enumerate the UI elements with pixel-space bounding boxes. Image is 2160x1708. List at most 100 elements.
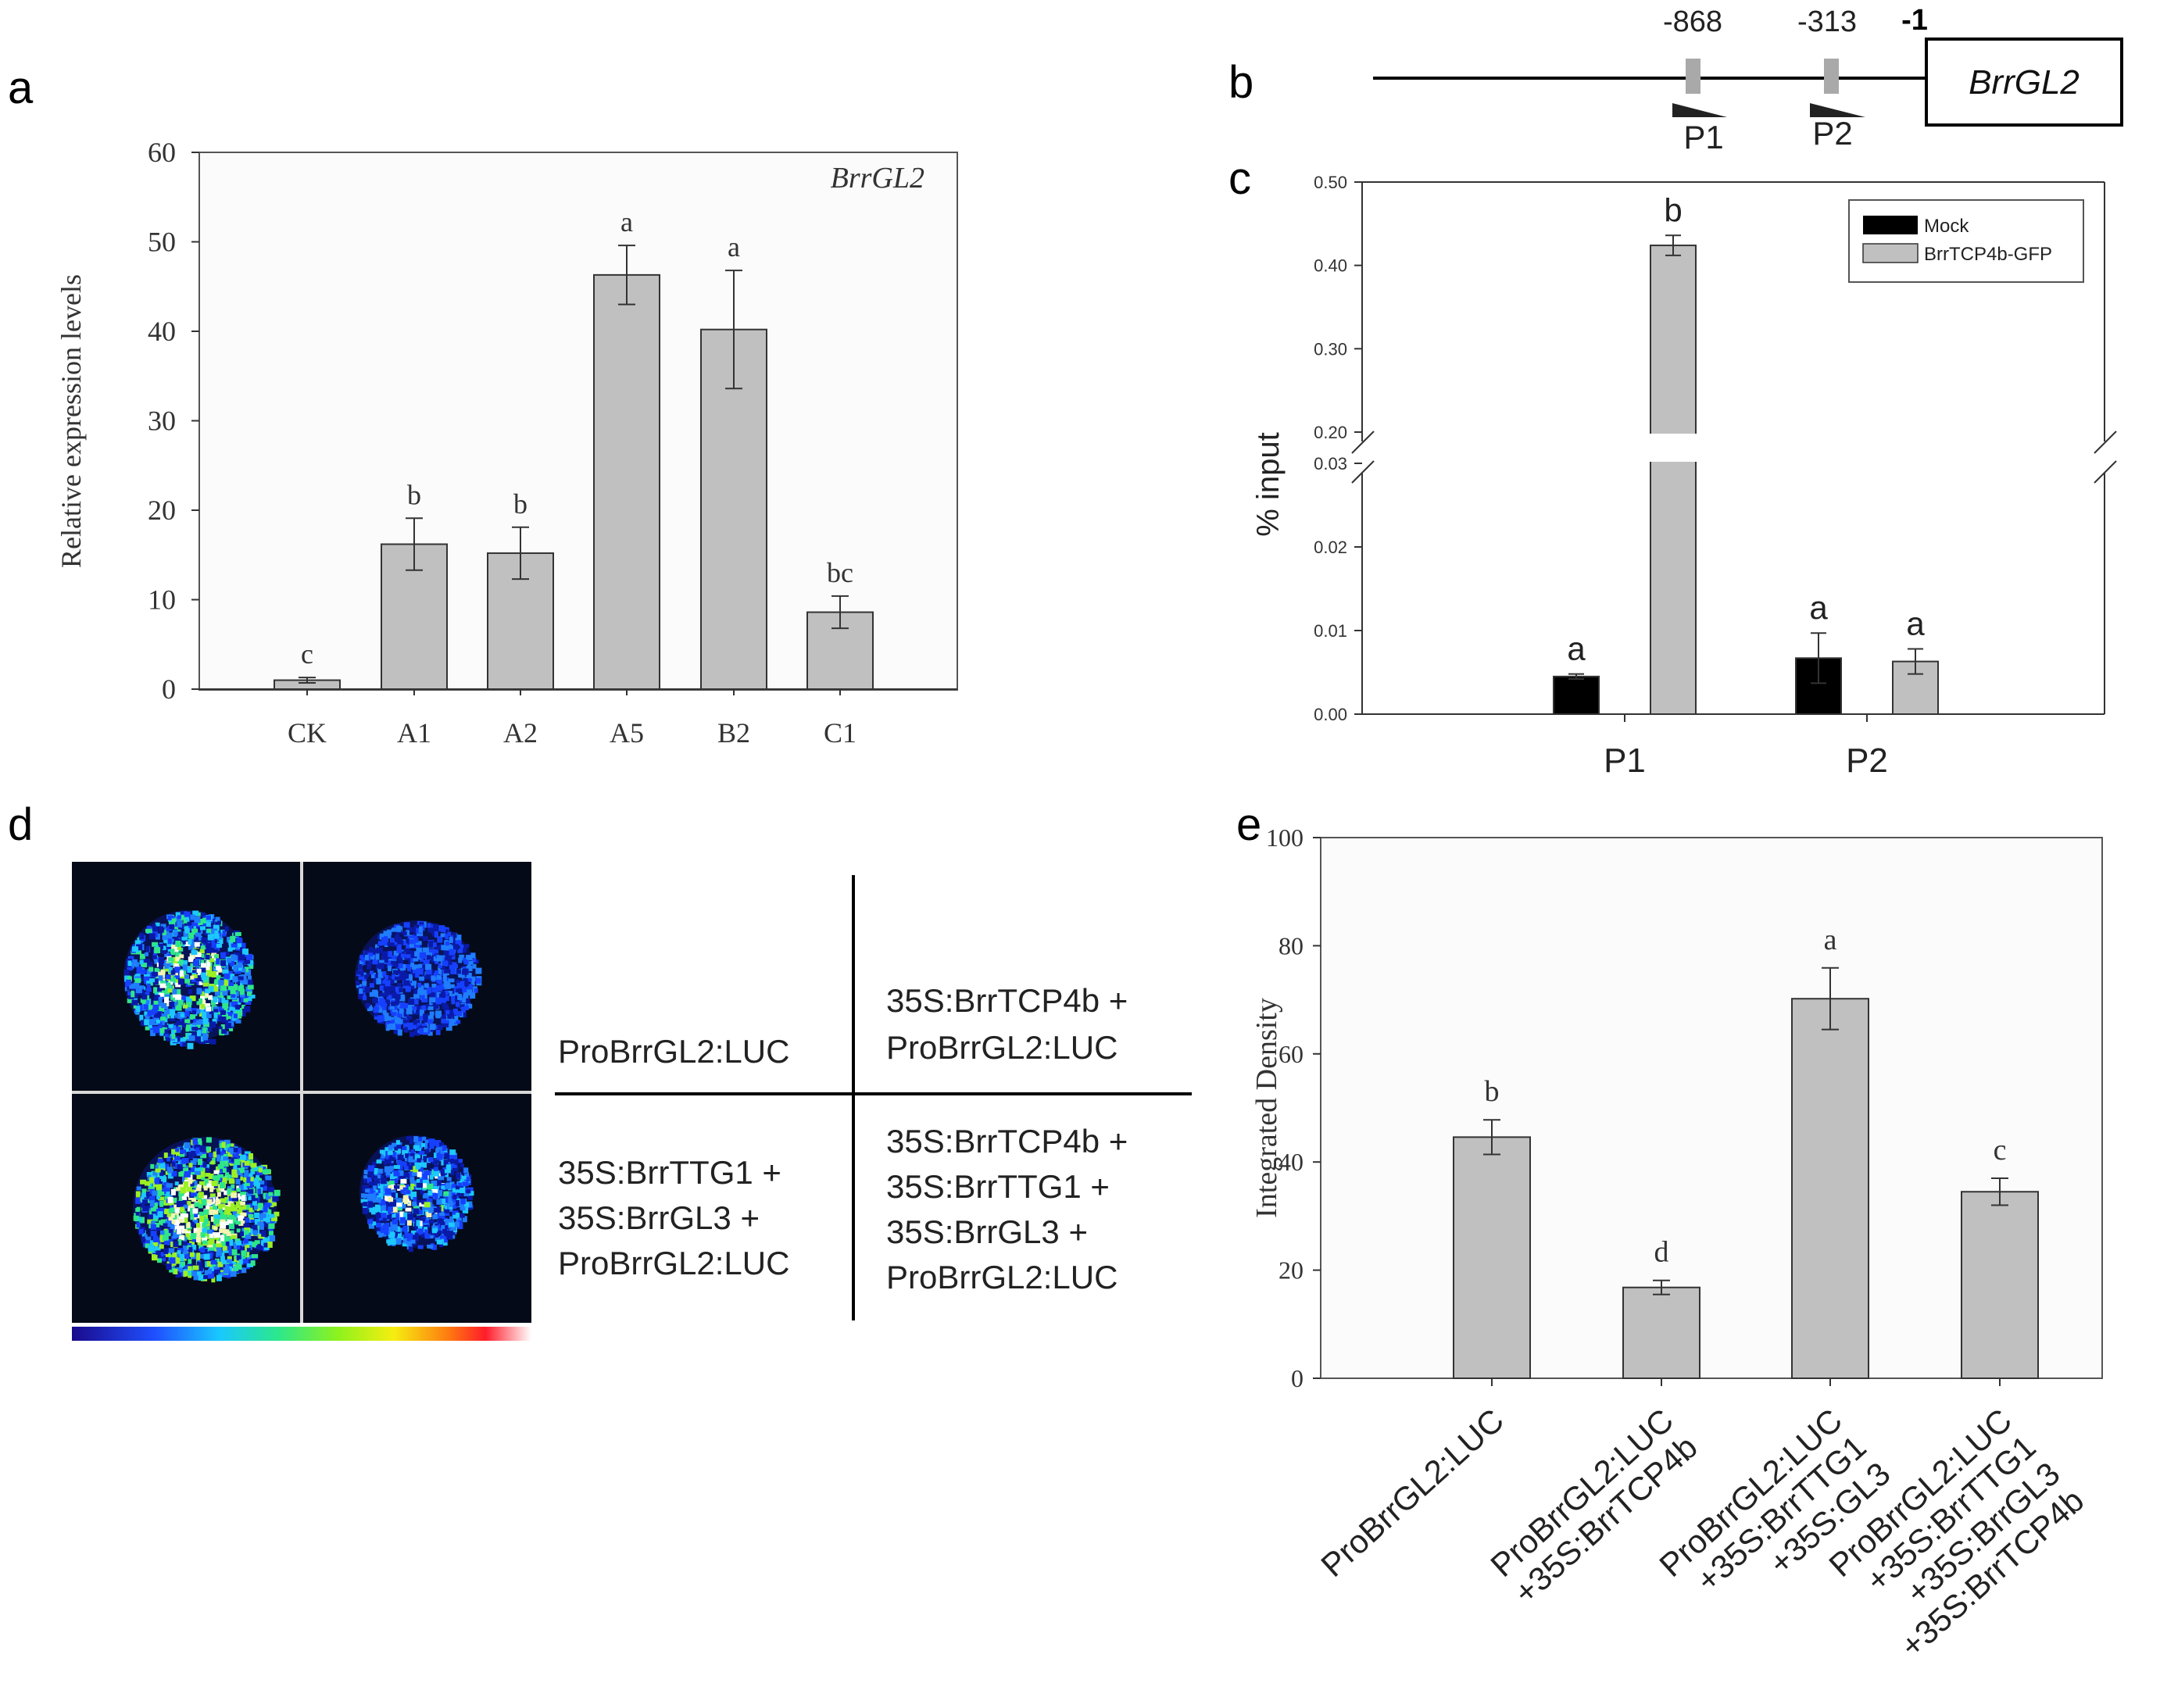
luc-signal-pixel <box>168 1024 173 1028</box>
luc-signal-pixel <box>231 993 236 998</box>
luc-signal-pixel <box>369 946 374 953</box>
luc-signal-pixel <box>417 1141 421 1148</box>
luc-signal-pixel <box>231 1192 238 1199</box>
luc-signal-pixel <box>227 986 234 990</box>
luc-signal-pixel <box>437 1024 443 1031</box>
luc-signal-pixel <box>224 1190 228 1195</box>
luc-signal-pixel <box>452 944 459 951</box>
luc-signal-pixel <box>412 1006 417 1010</box>
luc-signal-pixel <box>173 1232 180 1238</box>
luc-signal-pixel <box>429 1174 434 1180</box>
luc-signal-pixel <box>459 954 464 959</box>
luc-signal-pixel <box>213 981 220 985</box>
luc-signal-pixel <box>188 1152 195 1159</box>
luc-signal-pixel <box>405 986 411 992</box>
bar <box>1961 1191 2039 1380</box>
luc-signal-pixel <box>398 1232 402 1239</box>
luc-signal-pixel <box>395 1140 400 1145</box>
luc-signal-pixel <box>192 910 199 917</box>
gene-box <box>1925 38 2123 127</box>
luc-signal-pixel <box>406 1220 412 1226</box>
luc-signal-pixel <box>146 981 151 986</box>
luc-signal-pixel <box>245 967 249 973</box>
luc-signal-pixel <box>419 1217 426 1222</box>
luc-signal-pixel <box>252 1200 257 1206</box>
luc-signal-pixel <box>152 1235 159 1241</box>
luc-signal-pixel <box>171 1219 176 1224</box>
luc-signal-pixel <box>267 1218 274 1224</box>
luc-signal-pixel <box>229 1239 234 1246</box>
luc-signal-pixel <box>180 1013 184 1017</box>
luc-signal-pixel <box>406 975 413 981</box>
luc-signal-pixel <box>215 965 221 970</box>
luc-signal-pixel <box>186 1024 193 1031</box>
luc-signal-pixel <box>200 1232 206 1238</box>
luc-signal-pixel <box>177 1013 184 1019</box>
luc-signal-pixel <box>425 970 432 975</box>
luc-signal-pixel <box>381 999 388 1006</box>
luc-signal-pixel <box>233 1007 240 1014</box>
luc-signal-pixel <box>230 1143 234 1148</box>
luc-signal-pixel <box>194 1145 201 1149</box>
luc-signal-pixel <box>195 1186 202 1192</box>
luc-signal-pixel <box>188 1179 193 1185</box>
luc-signal-pixel <box>235 1204 241 1209</box>
luc-signal-pixel <box>153 987 158 994</box>
luc-signal-pixel <box>398 1142 402 1146</box>
luc-signal-pixel <box>223 1156 229 1161</box>
luc-signal-pixel <box>407 1200 412 1206</box>
luc-signal-pixel <box>405 938 409 944</box>
luc-signal-pixel <box>427 923 431 928</box>
luc-signal-pixel <box>254 1213 260 1218</box>
luc-signal-pixel <box>380 1174 384 1179</box>
luc-signal-pixel <box>452 1214 459 1219</box>
luc-signal-pixel <box>361 1193 365 1199</box>
panel-a-chart: BrrGL2 Relative expression levels 010203… <box>55 137 958 749</box>
luc-signal-pixel <box>268 1196 273 1203</box>
luc-signal-pixel <box>413 1156 420 1160</box>
luc-signal-pixel <box>188 989 192 995</box>
luc-signal-pixel <box>205 1173 211 1177</box>
luc-signal-pixel <box>184 911 191 917</box>
luc-signal-pixel <box>417 931 424 937</box>
luc-signal-pixel <box>212 1018 217 1024</box>
luc-signal-pixel <box>209 986 215 992</box>
luc-signal-pixel <box>427 1006 434 1010</box>
luc-signal-pixel <box>159 1244 164 1249</box>
luc-signal-pixel <box>163 1214 168 1219</box>
luc-signal-pixel <box>196 912 202 917</box>
luc-signal-pixel <box>220 952 226 959</box>
luc-signal-pixel <box>436 975 442 980</box>
luc-signal-pixel <box>145 945 150 952</box>
luc-signal-pixel <box>463 992 469 999</box>
position-1-label: -1 <box>1901 4 1928 37</box>
luc-signal-pixel <box>224 1206 231 1211</box>
luc-signal-pixel <box>462 1181 469 1187</box>
luc-signal-pixel <box>371 1210 377 1215</box>
luc-signal-pixel <box>160 1252 165 1257</box>
luc-signal-pixel <box>392 1024 398 1031</box>
luc-signal-pixel <box>440 1235 445 1239</box>
luc-signal-pixel <box>237 943 242 948</box>
luc-signal-pixel <box>402 1148 409 1155</box>
luc-signal-pixel <box>191 974 198 978</box>
luc-signal-pixel <box>186 1221 191 1228</box>
luc-signal-pixel <box>159 983 166 988</box>
luc-signal-pixel <box>395 934 400 939</box>
luc-signal-pixel <box>173 1269 178 1274</box>
luc-signal-pixel <box>149 1177 154 1184</box>
luc-signal-pixel <box>467 962 471 969</box>
luc-signal-pixel <box>169 921 176 926</box>
luc-signal-pixel <box>245 1217 250 1224</box>
luc-signal-pixel <box>269 1201 274 1206</box>
luc-signal-pixel <box>446 1155 452 1162</box>
luc-signal-pixel <box>194 917 201 923</box>
luc-signal-pixel <box>162 1235 169 1241</box>
luc-signal-pixel <box>202 1167 209 1172</box>
luc-signal-pixel <box>140 985 145 990</box>
luc-signal-pixel <box>164 1011 169 1018</box>
luc-signal-pixel <box>213 1170 220 1174</box>
panel-label-e: e <box>1236 799 1261 850</box>
luc-signal-pixel <box>235 1213 240 1218</box>
luc-signal-pixel <box>389 1003 395 1009</box>
